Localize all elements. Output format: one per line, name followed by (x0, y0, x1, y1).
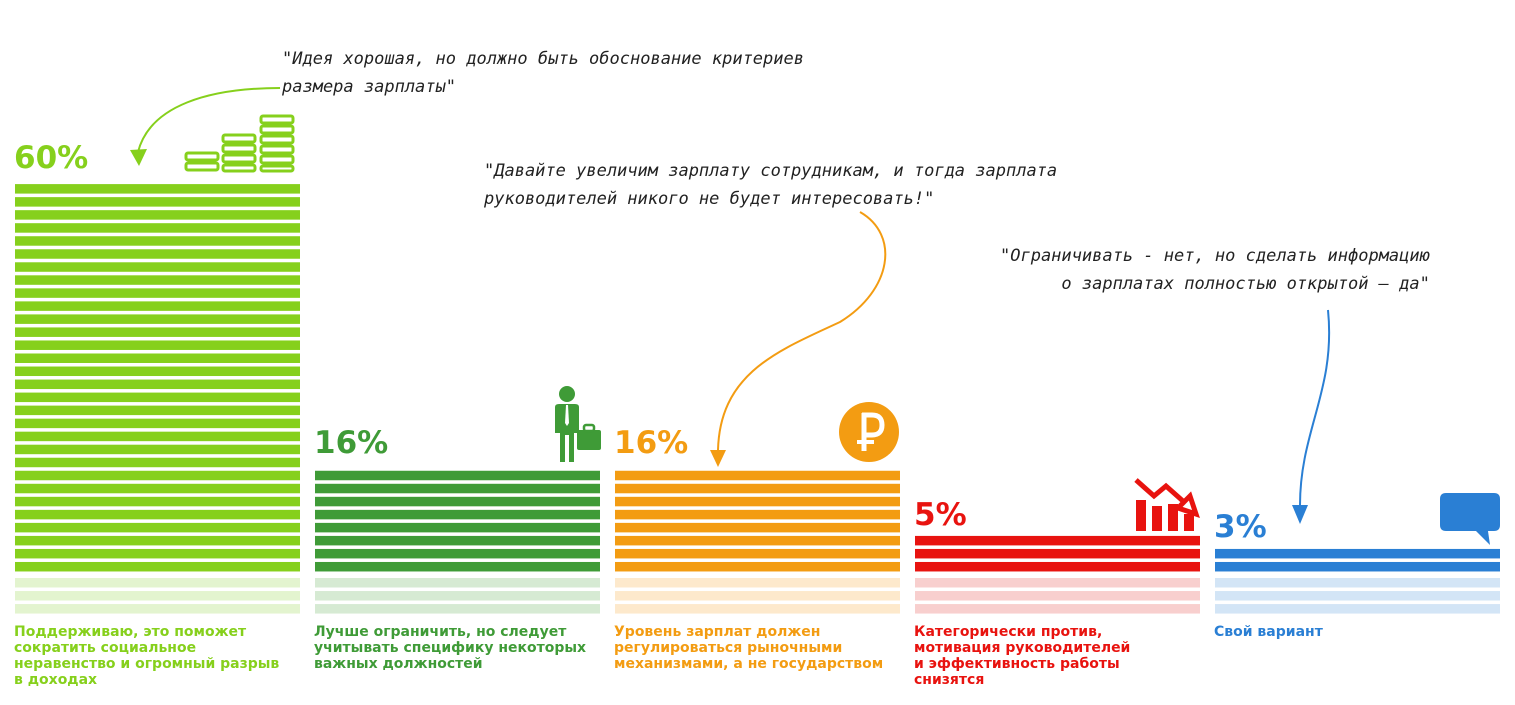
bar-3 (615, 470, 900, 614)
quote-arrow-3-head (1292, 505, 1308, 524)
bar-1-stripe (15, 327, 300, 337)
businessman-icon (555, 386, 601, 462)
bar-1-stripe (15, 470, 300, 481)
bar-3-stripe (615, 535, 900, 546)
bar-3-reflection (615, 604, 900, 614)
bar-1-stripe (15, 483, 300, 494)
bar-2-reflection (315, 604, 600, 614)
bar-1-reflection (15, 578, 300, 588)
bar-1-stripe (15, 275, 300, 285)
bar-1-stripe (15, 496, 300, 507)
category-label-1: Поддерживаю, это поможет сократить социа… (14, 624, 280, 688)
ruble-icon (839, 402, 899, 462)
bar-2-reflection (315, 578, 600, 588)
quote-arrow-1 (137, 87, 281, 153)
value-label-5: 3% (1214, 509, 1267, 545)
decline-chart-icon (1134, 478, 1200, 531)
bar-1-stripe (15, 405, 300, 416)
value-label-2: 16% (314, 425, 389, 461)
bar-2-stripe (315, 561, 600, 572)
bar-3-stripe (615, 470, 900, 481)
bar-1-stripe (15, 353, 300, 363)
bar-1-stripe (15, 444, 300, 455)
bar-1-stripe (15, 418, 300, 429)
bar-1-stripe (15, 301, 300, 311)
quote-arrow-2-head (710, 450, 726, 467)
bar-2 (315, 470, 600, 614)
quote-arrow-2 (717, 211, 887, 451)
bars-layer (15, 184, 1500, 614)
bar-3-reflection (615, 591, 900, 601)
bar-5-reflection (1215, 604, 1500, 614)
bar-1-stripe (15, 548, 300, 559)
coins-icon (184, 114, 295, 173)
bar-1-stripe (15, 210, 300, 220)
bar-4-stripe (915, 535, 1200, 546)
bar-1-stripe (15, 340, 300, 350)
bar-3-stripe (615, 561, 900, 572)
category-label-2: Лучше ограничить, но следует учитывать с… (314, 624, 587, 672)
bar-1-stripe (15, 262, 300, 272)
value-label-3: 16% (614, 425, 689, 461)
bar-1-reflection (15, 604, 300, 614)
bar-4-reflection (915, 578, 1200, 588)
bar-1 (15, 184, 300, 614)
quote-3: "Ограничивать - нет, но сделать информац… (1000, 246, 1430, 294)
bar-1-stripe (15, 431, 300, 442)
bar-1-stripe (15, 249, 300, 259)
bar-2-stripe (315, 496, 600, 507)
bar-5-reflection (1215, 578, 1500, 588)
bar-4-reflection (915, 591, 1200, 601)
quote-1: "Идея хорошая, но должно быть обосновани… (282, 49, 804, 97)
value-label-4: 5% (914, 497, 967, 533)
bar-2-stripe (315, 535, 600, 546)
bar-3-reflection (615, 578, 900, 588)
bar-1-stripe (15, 184, 300, 194)
bar-3-stripe (615, 522, 900, 533)
bar-2-reflection (315, 591, 600, 601)
quote-arrow-1-head (130, 149, 147, 166)
bar-3-stripe (615, 483, 900, 494)
value-label-1: 60% (14, 140, 89, 176)
bar-4-reflection (915, 604, 1200, 614)
bar-1-stripe (15, 535, 300, 546)
bar-1-stripe (15, 379, 300, 390)
bar-1-stripe (15, 366, 300, 377)
category-label-4: Категорически против, мотивация руководи… (914, 624, 1131, 688)
bar-5-stripe (1215, 561, 1500, 572)
bar-1-stripe (15, 509, 300, 520)
bar-1-reflection (15, 591, 300, 601)
bar-1-stripe (15, 522, 300, 533)
bar-2-stripe (315, 509, 600, 520)
bar-2-stripe (315, 470, 600, 481)
bar-1-stripe (15, 392, 300, 403)
bar-4-stripe (915, 548, 1200, 559)
bar-3-stripe (615, 509, 900, 520)
category-label-5: Свой вариант (1214, 624, 1323, 640)
quote-2: "Давайте увеличим зарплату сотрудникам, … (484, 161, 1058, 209)
bar-1-stripe (15, 223, 300, 233)
bar-2-stripe (315, 548, 600, 559)
bar-5-reflection (1215, 591, 1500, 601)
bar-1-stripe (15, 314, 300, 324)
category-label-3: Уровень зарплат должен регулироваться ры… (614, 624, 884, 672)
bar-1-stripe (15, 288, 300, 298)
bar-1-stripe (15, 561, 300, 572)
bar-1-stripe (15, 197, 300, 207)
bar-3-stripe (615, 496, 900, 507)
bar-4-stripe (915, 561, 1200, 572)
bar-2-stripe (315, 522, 600, 533)
bar-5 (1215, 548, 1500, 614)
bar-1-stripe (15, 236, 300, 246)
quote-arrow-3 (1299, 309, 1331, 506)
bar-3-stripe (615, 548, 900, 559)
bar-4 (915, 535, 1200, 614)
bar-2-stripe (315, 483, 600, 494)
speech-bubble-icon (1440, 493, 1500, 545)
bar-5-stripe (1215, 548, 1500, 559)
bar-1-stripe (15, 457, 300, 468)
arrows-layer (130, 87, 1331, 524)
